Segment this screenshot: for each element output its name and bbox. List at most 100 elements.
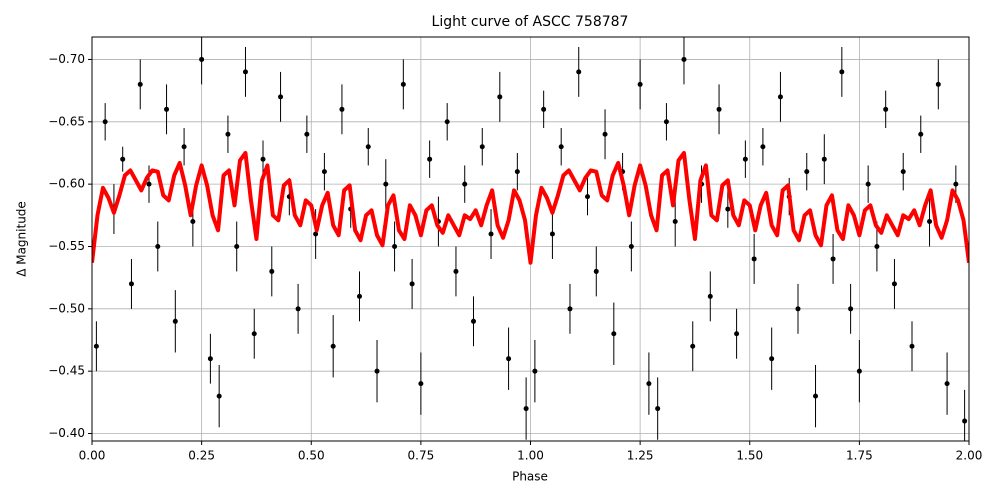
chart-title: Light curve of ASCC 758787	[432, 14, 629, 30]
data-point	[470, 318, 476, 324]
data-point	[848, 306, 854, 312]
data-point	[514, 169, 520, 175]
data-point	[383, 181, 389, 187]
y-tick-label: −0.45	[48, 364, 85, 378]
model-line	[92, 150, 969, 265]
data-point	[216, 393, 222, 399]
data-point	[269, 268, 275, 274]
data-point	[462, 181, 468, 187]
data-point	[418, 381, 424, 387]
data-point	[549, 231, 555, 237]
data-point	[164, 106, 170, 112]
data-point	[839, 69, 845, 75]
data-point	[392, 243, 398, 249]
data-point	[655, 406, 661, 412]
y-tick-label: −0.55	[48, 239, 85, 253]
data-point	[234, 243, 240, 249]
x-tick-label: 0.50	[298, 449, 325, 463]
data-point	[242, 69, 248, 75]
data-point	[102, 119, 108, 125]
data-point	[313, 231, 319, 237]
data-point	[821, 156, 827, 162]
y-tick-label: −0.60	[48, 177, 85, 191]
x-tick-label: 1.75	[846, 449, 873, 463]
data-point	[804, 169, 810, 175]
x-tick-label: 0.00	[79, 449, 106, 463]
data-point	[777, 94, 783, 100]
data-point	[400, 81, 406, 87]
x-tick-label: 1.25	[627, 449, 654, 463]
data-point	[830, 256, 836, 262]
data-point	[760, 144, 766, 150]
data-point	[427, 156, 433, 162]
data-point	[883, 106, 889, 112]
plot-area	[92, 37, 969, 441]
data-point	[523, 406, 529, 412]
x-axis-label: Phase	[512, 470, 548, 484]
data-point	[190, 219, 196, 225]
data-point	[593, 268, 599, 274]
data-point	[93, 343, 99, 349]
data-point	[199, 56, 205, 62]
data-point	[611, 331, 617, 337]
data-point	[716, 106, 722, 112]
data-point	[602, 131, 608, 137]
data-point	[769, 356, 775, 362]
data-point	[541, 106, 547, 112]
data-point	[128, 281, 134, 287]
data-point	[497, 94, 503, 100]
data-point	[120, 156, 126, 162]
grid	[91, 37, 970, 441]
data-point	[953, 181, 959, 187]
data-point	[506, 356, 512, 362]
data-point	[453, 268, 459, 274]
data-point	[374, 368, 380, 374]
data-point	[172, 318, 178, 324]
data-point	[900, 169, 906, 175]
data-point	[137, 81, 143, 87]
data-point	[567, 306, 573, 312]
data-point	[181, 144, 187, 150]
data-point	[207, 356, 213, 362]
data-point	[637, 81, 643, 87]
data-point	[409, 281, 415, 287]
x-tick-label: 1.50	[736, 449, 763, 463]
data-point	[321, 169, 327, 175]
data-point	[532, 368, 538, 374]
data-point	[962, 418, 968, 424]
data-point	[935, 81, 941, 87]
x-tick-label: 2.00	[956, 449, 983, 463]
data-point	[330, 343, 336, 349]
data-point	[681, 56, 687, 62]
data-point	[856, 368, 862, 374]
data-point	[865, 181, 871, 187]
data-point	[813, 393, 819, 399]
data-point	[742, 156, 748, 162]
y-tick-label: −0.65	[48, 114, 85, 128]
data-point	[558, 144, 564, 150]
data-point	[734, 331, 740, 337]
data-point	[146, 181, 152, 187]
data-point	[155, 243, 161, 249]
y-tick-label: −0.70	[48, 52, 85, 66]
data-point	[891, 281, 897, 287]
x-tick-label: 0.75	[408, 449, 435, 463]
x-tick-label: 1.00	[517, 449, 544, 463]
data-point	[444, 119, 450, 125]
data-point	[751, 256, 757, 262]
axes: 0.00 0.25 0.50 0.75 1.00 1.25 1.50 1.75 2.00 −0.7…	[48, 52, 982, 463]
data-point	[278, 94, 284, 100]
y-tick-label: −0.40	[48, 426, 85, 440]
data-point	[725, 206, 731, 212]
data-point	[909, 343, 915, 349]
data-point	[690, 343, 696, 349]
data-point	[260, 156, 266, 162]
data-point	[927, 219, 933, 225]
data-point	[585, 194, 591, 200]
data-point	[488, 231, 494, 237]
data-point	[225, 131, 231, 137]
data-point	[251, 331, 257, 337]
data-point	[874, 243, 880, 249]
